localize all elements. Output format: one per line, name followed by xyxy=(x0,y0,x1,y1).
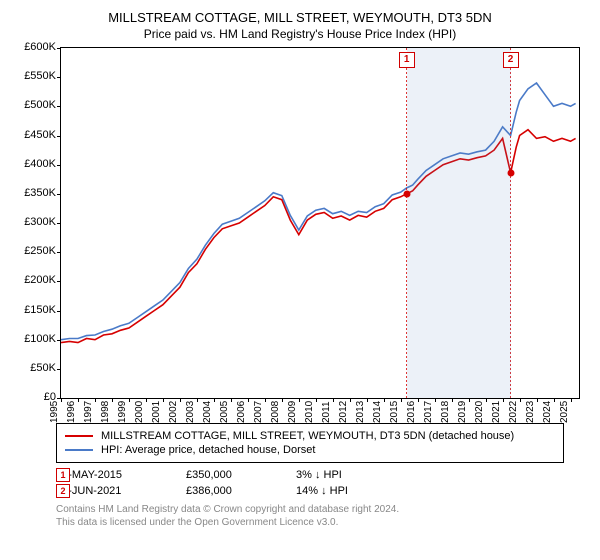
x-tick-label: 2022 xyxy=(508,401,519,423)
legend: MILLSTREAM COTTAGE, MILL STREET, WEYMOUT… xyxy=(56,423,564,463)
x-tick-label: 2008 xyxy=(270,401,281,423)
x-tick-label: 1997 xyxy=(83,401,94,423)
x-tick-label: 2015 xyxy=(389,401,400,423)
x-tick-label: 2019 xyxy=(457,401,468,423)
plot-region: 12 xyxy=(60,47,580,399)
y-tick-label: £600K xyxy=(24,41,56,53)
y-tick-label: £50K xyxy=(30,362,56,374)
chart-container: MILLSTREAM COTTAGE, MILL STREET, WEYMOUT… xyxy=(0,0,600,560)
y-tick-label: £350K xyxy=(24,187,56,199)
x-tick-label: 2013 xyxy=(355,401,366,423)
x-tick-label: 2021 xyxy=(491,401,502,423)
legend-swatch-property xyxy=(65,435,93,437)
y-tick-label: £100K xyxy=(24,333,56,345)
x-tick-label: 2018 xyxy=(440,401,451,423)
x-tick-label: 2003 xyxy=(185,401,196,423)
x-tick-label: 2000 xyxy=(134,401,145,423)
footer-line-1: Contains HM Land Registry data © Crown c… xyxy=(56,503,590,516)
sale-date-2: 18-JUN-2021 xyxy=(56,485,166,497)
sale-delta-2: 14% ↓ HPI xyxy=(296,485,564,497)
y-tick-label: £150K xyxy=(24,304,56,316)
legend-label-property: MILLSTREAM COTTAGE, MILL STREET, WEYMOUT… xyxy=(101,430,514,442)
y-tick-label: £200K xyxy=(24,274,56,286)
x-tick-label: 2017 xyxy=(423,401,434,423)
chart-title: MILLSTREAM COTTAGE, MILL STREET, WEYMOUT… xyxy=(10,10,590,25)
x-tick-label: 2023 xyxy=(525,401,536,423)
sale-price-2: £386,000 xyxy=(186,485,276,497)
chart-area: £0£50K£100K£150K£200K£250K£300K£350K£400… xyxy=(10,47,585,417)
x-tick-label: 2016 xyxy=(406,401,417,423)
sale-marker-box: 1 xyxy=(399,52,415,68)
x-tick-label: 2007 xyxy=(253,401,264,423)
x-tick-label: 2006 xyxy=(236,401,247,423)
x-tick-label: 2005 xyxy=(219,401,230,423)
legend-item-hpi: HPI: Average price, detached house, Dors… xyxy=(65,444,555,456)
sale-marker-icon-2: 2 xyxy=(56,484,70,498)
sale-data-point xyxy=(403,190,410,197)
sale-marker-box: 2 xyxy=(503,52,519,68)
y-axis: £0£50K£100K£150K£200K£250K£300K£350K£400… xyxy=(10,47,58,399)
x-tick-label: 1995 xyxy=(49,401,60,423)
x-tick-label: 1999 xyxy=(117,401,128,423)
x-tick-label: 2025 xyxy=(559,401,570,423)
x-tick-label: 2014 xyxy=(372,401,383,423)
y-tick-label: £550K xyxy=(24,70,56,82)
y-tick-label: £500K xyxy=(24,99,56,111)
x-tick-label: 2009 xyxy=(287,401,298,423)
y-tick-label: £400K xyxy=(24,158,56,170)
x-tick-label: 2012 xyxy=(338,401,349,423)
x-tick-label: 2001 xyxy=(151,401,162,423)
legend-label-hpi: HPI: Average price, detached house, Dors… xyxy=(101,444,315,456)
legend-item-property: MILLSTREAM COTTAGE, MILL STREET, WEYMOUT… xyxy=(65,430,555,442)
x-tick-label: 2011 xyxy=(321,401,332,423)
x-axis: 1995199619971998199920002001200220032004… xyxy=(60,399,580,417)
sale-marker-icon-1: 1 xyxy=(56,468,70,482)
sale-row-1: 1 08-MAY-2015 £350,000 3% ↓ HPI xyxy=(56,469,564,481)
sale-date-1: 08-MAY-2015 xyxy=(56,469,166,481)
legend-swatch-hpi xyxy=(65,449,93,451)
sale-delta-1: 3% ↓ HPI xyxy=(296,469,564,481)
x-tick-label: 2002 xyxy=(168,401,179,423)
y-tick-label: £250K xyxy=(24,245,56,257)
footer: Contains HM Land Registry data © Crown c… xyxy=(56,503,590,529)
footer-line-2: This data is licensed under the Open Gov… xyxy=(56,516,590,529)
sale-row-2: 2 18-JUN-2021 £386,000 14% ↓ HPI xyxy=(56,485,564,497)
sale-price-1: £350,000 xyxy=(186,469,276,481)
highlight-band xyxy=(407,48,511,398)
y-tick-label: £300K xyxy=(24,216,56,228)
x-tick-label: 2024 xyxy=(542,401,553,423)
x-tick-label: 1996 xyxy=(66,401,77,423)
y-tick-label: £450K xyxy=(24,129,56,141)
x-tick-label: 2004 xyxy=(202,401,213,423)
sale-data-point xyxy=(507,169,514,176)
chart-subtitle: Price paid vs. HM Land Registry's House … xyxy=(10,27,590,41)
x-tick-label: 2020 xyxy=(474,401,485,423)
x-tick-label: 2010 xyxy=(304,401,315,423)
x-tick-label: 1998 xyxy=(100,401,111,423)
